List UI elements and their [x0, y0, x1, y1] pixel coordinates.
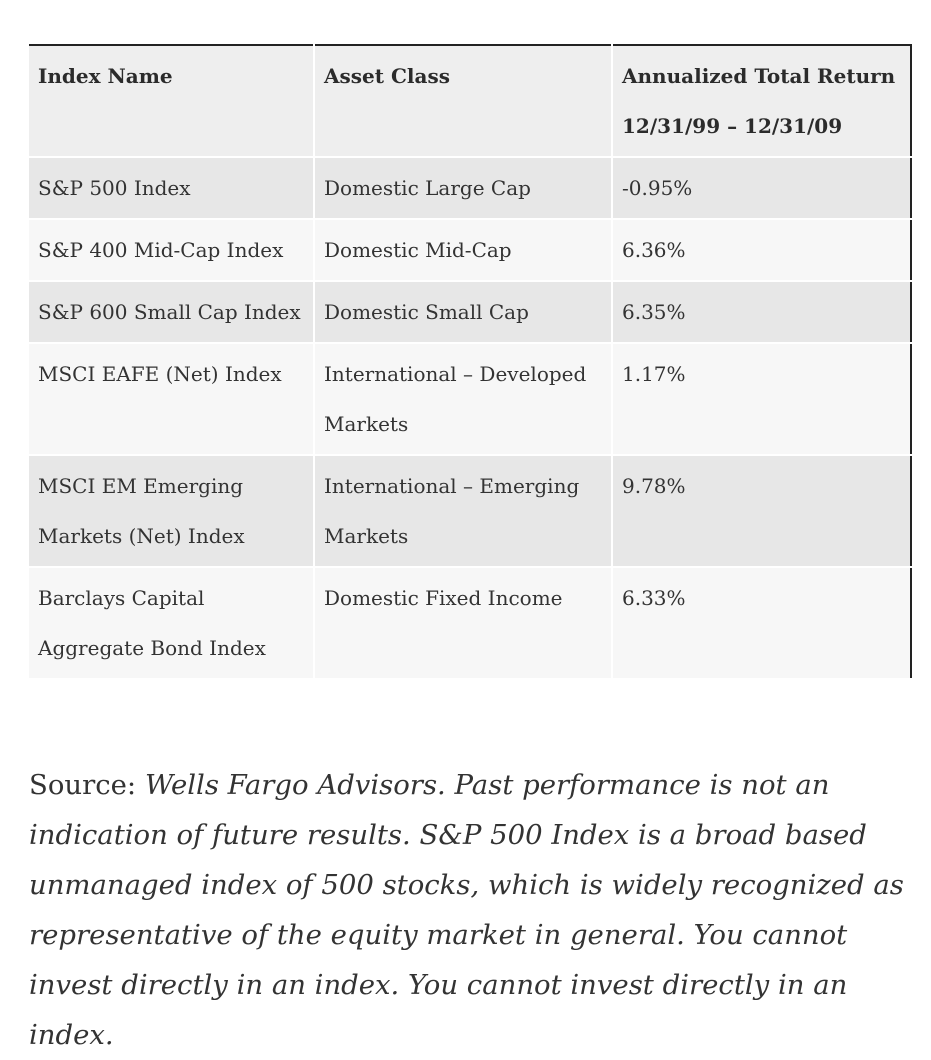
- cell-return: 6.35%: [612, 281, 912, 344]
- header-asset-class: Asset Class: [314, 45, 613, 158]
- cell-index-name: Barclays Capital Aggregate Bond Index: [29, 567, 315, 680]
- footnote-text: Wells Fargo Advisors. Past performance i…: [29, 769, 904, 1051]
- cell-asset-class: Domestic Mid-Cap: [314, 219, 613, 282]
- cell-index-name: S&P 400 Mid-Cap Index: [29, 219, 315, 282]
- table-row: Barclays Capital Aggregate Bond Index Do…: [29, 567, 912, 680]
- cell-asset-class: Domestic Small Cap: [314, 281, 613, 344]
- table-row: S&P 500 Index Domestic Large Cap -0.95%: [29, 157, 912, 220]
- cell-index-name: S&P 500 Index: [29, 157, 315, 220]
- cell-index-name: S&P 600 Small Cap Index: [29, 281, 315, 344]
- table-row: S&P 400 Mid-Cap Index Domestic Mid-Cap 6…: [29, 219, 912, 282]
- table-row: S&P 600 Small Cap Index Domestic Small C…: [29, 281, 912, 344]
- cell-asset-class: Domestic Fixed Income: [314, 567, 613, 680]
- source-footnote: Source: Wells Fargo Advisors. Past perfo…: [29, 760, 909, 1060]
- cell-return: 1.17%: [612, 343, 912, 456]
- cell-asset-class: International – Emerging Markets: [314, 455, 613, 568]
- cell-index-name: MSCI EM Emerging Markets (Net) Index: [29, 455, 315, 568]
- returns-table: Index Name Asset Class Annualized Total …: [29, 44, 912, 680]
- footnote-prefix: Source:: [29, 769, 145, 801]
- cell-return: 6.36%: [612, 219, 912, 282]
- cell-return: 6.33%: [612, 567, 912, 680]
- cell-asset-class: Domestic Large Cap: [314, 157, 613, 220]
- table-row: MSCI EAFE (Net) Index International – De…: [29, 343, 912, 456]
- cell-asset-class: International – Developed Markets: [314, 343, 613, 456]
- table-row: MSCI EM Emerging Markets (Net) Index Int…: [29, 455, 912, 568]
- header-annualized-return: Annualized Total Return 12/31/99 – 12/31…: [612, 45, 912, 158]
- table-header-row: Index Name Asset Class Annualized Total …: [29, 45, 912, 158]
- header-index-name: Index Name: [29, 45, 315, 158]
- cell-return: 9.78%: [612, 455, 912, 568]
- cell-index-name: MSCI EAFE (Net) Index: [29, 343, 315, 456]
- cell-return: -0.95%: [612, 157, 912, 220]
- returns-table-container: Index Name Asset Class Annualized Total …: [29, 44, 912, 680]
